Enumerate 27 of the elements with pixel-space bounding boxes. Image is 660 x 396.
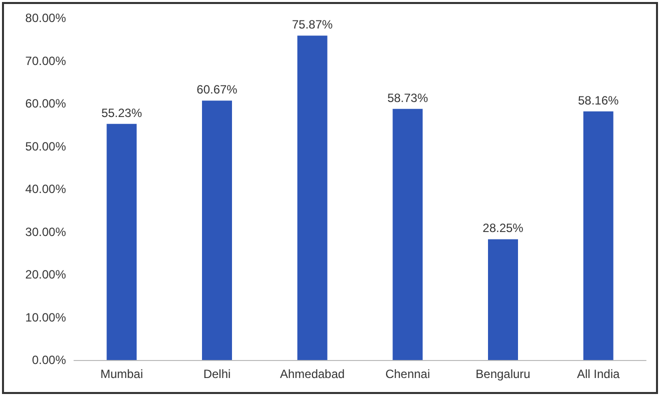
bar (392, 108, 423, 360)
bar (488, 239, 518, 360)
x-tick-label: Chennai (385, 367, 430, 381)
data-label: 58.16% (578, 93, 620, 108)
x-tick-label: Bengaluru (476, 367, 530, 381)
bar (583, 111, 614, 360)
y-tick-label: 60.00% (25, 96, 66, 110)
data-label: 58.73% (387, 90, 428, 105)
y-tick-label: 70.00% (25, 54, 66, 68)
bar (106, 124, 137, 360)
data-label: 75.87% (292, 18, 334, 32)
data-label: 60.67% (196, 82, 238, 97)
y-tick-label: 0.00% (32, 353, 66, 367)
y-tick-label: 80.00% (25, 11, 66, 25)
data-label: 28.25% (482, 221, 524, 236)
x-tick-label: Mumbai (100, 367, 144, 381)
y-tick-label: 50.00% (25, 139, 66, 154)
bar (297, 36, 328, 360)
x-tick-label: Delhi (203, 367, 231, 381)
x-tick-label: All India (576, 367, 620, 381)
y-tick-label: 40.00% (25, 182, 66, 196)
bar (202, 100, 232, 360)
y-tick-label: 10.00% (25, 310, 66, 324)
y-tick-label: 20.00% (25, 268, 66, 282)
y-tick-label: 30.00% (25, 224, 66, 239)
x-tick-label: Ahmedabad (280, 367, 345, 381)
data-label: 55.23% (101, 106, 142, 120)
